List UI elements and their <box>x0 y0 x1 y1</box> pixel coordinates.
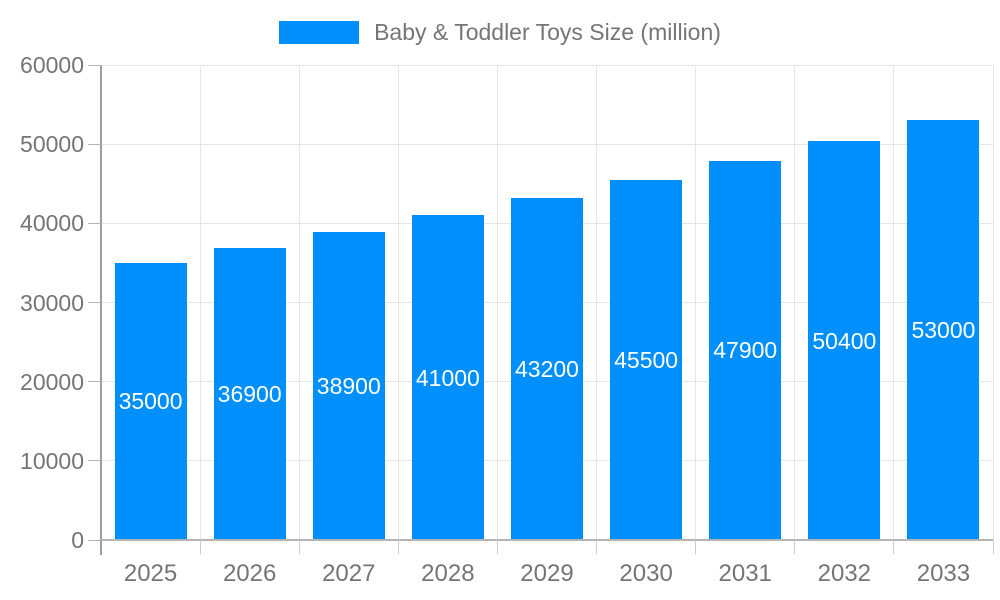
bar-value-label: 36900 <box>217 380 282 407</box>
x-tick-mark <box>397 540 399 554</box>
legend-swatch-icon <box>279 20 360 44</box>
y-tick-mark <box>88 381 101 383</box>
bar-2033[interactable] <box>907 120 980 540</box>
bar-value-label: 45500 <box>614 346 679 373</box>
h-gridline <box>101 143 993 145</box>
y-tick-mark <box>88 302 101 303</box>
legend[interactable]: Baby & Toddler Toys Size (million) <box>0 14 1000 50</box>
v-gridline <box>992 65 994 540</box>
x-axis-tick-label: 2033 <box>916 560 971 587</box>
y-axis-tick-label: 30000 <box>20 289 84 316</box>
bar-value-label: 47900 <box>713 337 778 364</box>
y-tick-mark <box>88 539 101 541</box>
bar-2025[interactable] <box>114 262 187 540</box>
x-axis-tick-label: 2032 <box>817 560 872 587</box>
h-gridline <box>101 64 993 66</box>
y-axis-tick-label: 60000 <box>20 52 84 78</box>
x-axis-line <box>101 539 993 541</box>
y-axis-tick-label: 50000 <box>20 131 84 158</box>
x-axis-tick-label: 2028 <box>421 560 475 587</box>
bar-value-label: 38900 <box>316 373 381 400</box>
y-axis-tick-label: 10000 <box>20 447 84 474</box>
bar-2026[interactable] <box>213 247 286 540</box>
y-tick-mark <box>88 64 101 66</box>
bar-2029[interactable] <box>511 198 583 540</box>
x-tick-mark <box>496 540 498 554</box>
bar-value-label: 50400 <box>812 327 877 354</box>
x-tick-mark <box>298 540 300 554</box>
y-tick-mark <box>88 143 101 145</box>
v-gridline <box>893 65 895 540</box>
v-gridline <box>298 65 300 540</box>
x-axis-tick-label: 2030 <box>619 560 673 587</box>
v-gridline <box>199 65 201 540</box>
bar-2028[interactable] <box>411 215 484 540</box>
bar-2032[interactable] <box>808 141 881 540</box>
bar-value-label: 41000 <box>415 364 480 391</box>
y-axis-tick-label: 40000 <box>20 210 84 237</box>
x-axis-tick-label: 2025 <box>123 560 178 587</box>
bar-value-label: 53000 <box>911 317 976 344</box>
bar-2031[interactable] <box>709 160 782 540</box>
x-tick-mark <box>199 540 201 554</box>
x-tick-mark <box>992 540 994 554</box>
y-axis-tick-label: 0 <box>71 527 84 553</box>
v-gridline <box>794 65 796 540</box>
x-tick-mark <box>893 540 895 554</box>
x-tick-mark <box>794 540 796 554</box>
bar-2030[interactable] <box>610 179 683 540</box>
x-axis-tick-label: 2029 <box>520 560 574 587</box>
x-axis-tick-label: 2027 <box>322 560 376 587</box>
y-tick-mark <box>88 222 101 224</box>
bar-value-label: 43200 <box>515 356 579 382</box>
v-gridline <box>496 65 498 540</box>
x-tick-mark <box>695 540 697 554</box>
legend-label: Baby & Toddler Toys Size (million) <box>374 18 721 45</box>
v-gridline <box>596 65 598 540</box>
y-axis-line <box>100 65 102 555</box>
v-gridline <box>397 65 399 540</box>
v-gridline <box>695 65 697 540</box>
y-tick-mark <box>88 460 101 462</box>
x-tick-mark <box>596 540 598 554</box>
x-axis-tick-label: 2031 <box>718 560 772 587</box>
y-axis-tick-label: 20000 <box>20 368 84 395</box>
bar-value-label: 35000 <box>118 388 183 415</box>
x-axis-tick-label: 2026 <box>222 560 277 587</box>
bar-2027[interactable] <box>312 232 385 540</box>
